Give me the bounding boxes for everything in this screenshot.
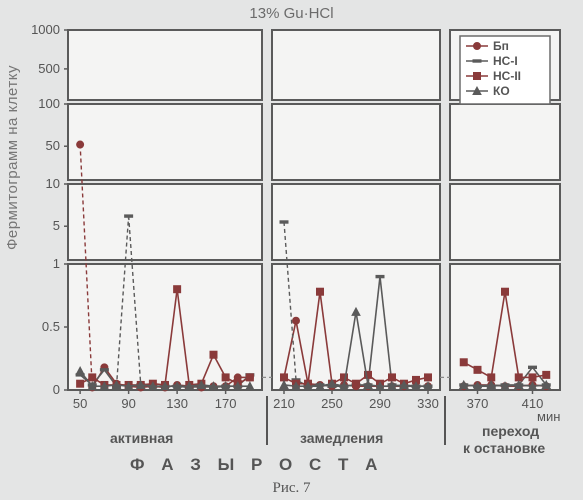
svg-text:290: 290 [369,396,391,411]
svg-text:50: 50 [46,138,60,153]
svg-text:500: 500 [38,61,60,76]
figure-caption: Рис. 7 [0,480,583,497]
phase-label-stop1: переход [482,423,539,439]
svg-text:НС-II: НС-II [493,69,521,83]
svg-text:1000: 1000 [31,22,60,37]
svg-text:370: 370 [467,396,489,411]
svg-text:Бп: Бп [493,39,509,53]
svg-text:330: 330 [417,396,439,411]
svg-text:100: 100 [38,96,60,111]
svg-text:130: 130 [166,396,188,411]
svg-text:НС-I: НС-I [493,54,518,68]
phases-heading: Ф А З Ы Р О С Т А [130,455,383,475]
svg-text:90: 90 [121,396,135,411]
svg-text:50: 50 [73,396,87,411]
svg-text:1: 1 [53,256,60,271]
svg-text:КО: КО [493,84,510,98]
svg-text:170: 170 [215,396,237,411]
svg-text:250: 250 [321,396,343,411]
svg-text:10: 10 [46,176,60,191]
svg-text:5: 5 [53,218,60,233]
svg-text:0.5: 0.5 [42,319,60,334]
phase-label-active: активная [110,430,173,446]
phase-label-stop2: к остановке [463,440,545,456]
svg-text:0: 0 [53,382,60,397]
svg-text:210: 210 [273,396,295,411]
x-unit-label: мин [537,409,560,424]
phase-label-slow: замедления [300,430,383,446]
